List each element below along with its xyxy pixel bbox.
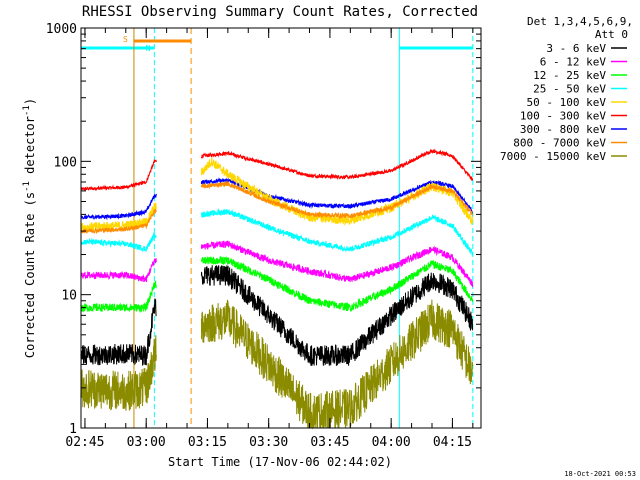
saa-label: S <box>123 35 128 44</box>
y-tick-label: 1000 <box>46 22 77 37</box>
legend-label: 3 - 6 keV <box>546 42 606 55</box>
series-line-5 <box>80 208 474 256</box>
y-axis-label-main: Corrected Count Rate (s <box>23 192 37 358</box>
legend-label: 300 - 800 keV <box>520 123 606 136</box>
plot-frame <box>80 27 482 429</box>
plot-area: NS <box>80 28 474 430</box>
series-line-9 <box>80 299 474 430</box>
x-tick-label: 03:45 <box>310 435 349 450</box>
legend-label: 7000 - 15000 keV <box>500 150 606 163</box>
y-axis-label-sup1: -1 <box>22 181 32 192</box>
legend-header-attenuator: Att 0 <box>595 28 628 41</box>
legend-label: 100 - 300 keV <box>520 110 606 123</box>
series-line-1 <box>80 148 474 192</box>
y-axis-label-mid: detector <box>23 116 37 181</box>
series-line-7 <box>80 255 474 313</box>
y-axis-label: Corrected Count Rate (s-1 detector-1) <box>22 98 37 358</box>
legend-label: 6 - 12 keV <box>540 56 607 69</box>
series-line-8 <box>80 265 474 366</box>
y-axis-label-end: ) <box>23 98 37 105</box>
night-label: N <box>146 44 151 53</box>
series-line-4 <box>80 180 474 235</box>
x-axis-label: Start Time (17-Nov-06 02:44:02) <box>168 455 392 469</box>
x-tick-label: 03:30 <box>249 435 288 450</box>
y-tick-label: 10 <box>61 289 77 304</box>
x-tick-label: 02:45 <box>65 435 104 450</box>
generation-timestamp: 18-Oct-2021 00:53 <box>564 470 636 478</box>
x-tick-label: 03:15 <box>188 435 227 450</box>
legend-label: 12 - 25 keV <box>533 69 606 82</box>
axes: 1 10 100 1000 02:45 03:00 03:15 03:30 03:45 04:00… <box>46 22 481 450</box>
legend-label: 25 - 50 keV <box>533 83 606 96</box>
legend-header-detectors: Det 1,3,4,5,6,9, <box>527 15 633 28</box>
legend-label: 50 - 100 keV <box>527 96 607 109</box>
series-line-2 <box>80 177 474 221</box>
legend-label: 800 - 7000 keV <box>513 137 606 150</box>
x-tick-label: 04:15 <box>433 435 472 450</box>
series-line-6 <box>80 240 474 288</box>
x-tick-label: 04:00 <box>372 435 411 450</box>
x-tick-label: 03:00 <box>127 435 166 450</box>
chart-title: RHESSI Observing Summary Count Rates, Co… <box>82 4 478 20</box>
y-axis-label-sup2: -1 <box>22 105 32 116</box>
y-tick-label: 100 <box>54 155 77 170</box>
y-tick-label: 1 <box>69 422 77 437</box>
